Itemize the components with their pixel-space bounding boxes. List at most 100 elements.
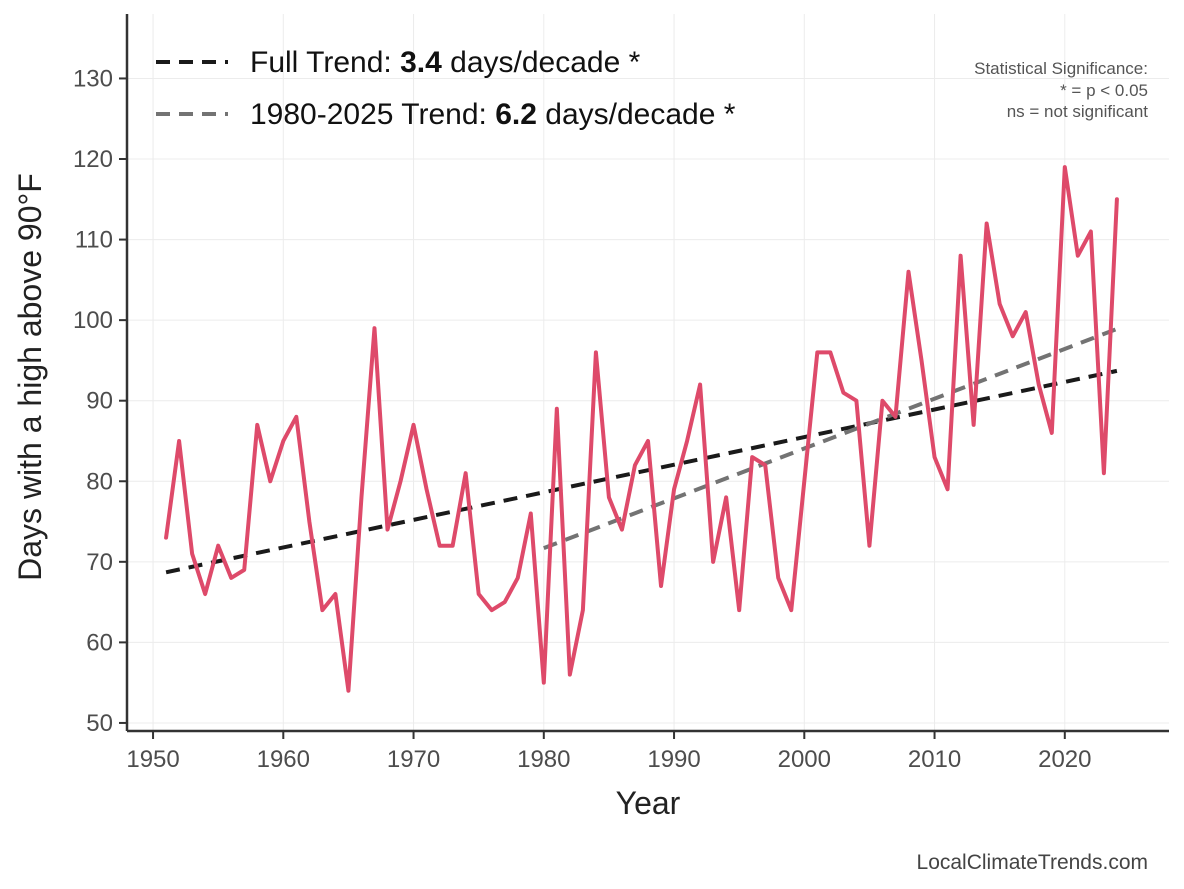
- data-point: [372, 326, 376, 330]
- data-point: [711, 560, 715, 564]
- data-point: [672, 487, 676, 491]
- y-tick-label: 50: [86, 710, 113, 737]
- data-point: [542, 681, 546, 685]
- data-point: [750, 455, 754, 459]
- data-point: [633, 463, 637, 467]
- data-point: [828, 350, 832, 354]
- data-point: [594, 350, 598, 354]
- data-point: [998, 302, 1002, 306]
- data-point: [177, 439, 181, 443]
- data-point: [880, 399, 884, 403]
- data-point: [815, 350, 819, 354]
- significance-note-line: Statistical Significance:: [974, 59, 1148, 78]
- trend-line-1980: [543, 327, 1118, 550]
- x-tick-label: 1980: [517, 746, 570, 773]
- data-point: [620, 528, 624, 532]
- data-point: [203, 592, 207, 596]
- data-point: [464, 471, 468, 475]
- data-point: [841, 391, 845, 395]
- significance-note-line: ns = not significant: [1007, 102, 1149, 121]
- data-point: [1011, 334, 1015, 338]
- legend-entry-1980-trend: 1980-2025 Trend: 6.2 days/decade *: [250, 98, 736, 131]
- data-point: [281, 439, 285, 443]
- data-point: [1050, 431, 1054, 435]
- data-point: [1024, 310, 1028, 314]
- x-tick-label: 2000: [778, 746, 831, 773]
- data-point: [933, 455, 937, 459]
- data-point: [386, 528, 389, 532]
- data-point: [946, 487, 950, 491]
- significance-note-line: * = p < 0.05: [1060, 81, 1148, 100]
- data-point: [216, 544, 220, 548]
- x-tick-label: 1970: [387, 746, 440, 773]
- series-line: [164, 165, 1119, 693]
- y-tick-label: 130: [73, 65, 113, 92]
- data-point: [555, 407, 559, 411]
- data-point: [425, 487, 429, 491]
- legend-slope: 6.2: [495, 98, 537, 131]
- data-point: [959, 254, 963, 258]
- data-series: [164, 165, 1119, 693]
- data-point: [685, 439, 689, 443]
- data-point: [568, 673, 572, 677]
- data-point: [346, 689, 350, 693]
- x-tick-label: 2010: [908, 746, 961, 773]
- y-tick-label: 100: [73, 307, 113, 334]
- data-point: [1037, 383, 1041, 387]
- data-point: [789, 608, 793, 612]
- data-point: [164, 536, 168, 540]
- data-point: [907, 270, 910, 274]
- data-point: [333, 592, 337, 596]
- data-point: [477, 592, 481, 596]
- data-point: [607, 495, 611, 499]
- y-tick-label: 120: [73, 146, 113, 173]
- data-point: [972, 423, 976, 427]
- data-point: [920, 358, 924, 362]
- data-point: [255, 423, 259, 427]
- data-point: [867, 544, 871, 548]
- y-tick-label: 90: [86, 388, 113, 415]
- legend-label: 1980-2025 Trend:: [250, 98, 487, 131]
- data-point: [802, 479, 806, 483]
- data-point: [516, 576, 520, 580]
- data-point: [529, 511, 533, 515]
- data-point: [1115, 197, 1119, 201]
- data-point: [659, 584, 663, 588]
- y-tick-label: 80: [86, 468, 113, 495]
- data-point: [307, 520, 311, 524]
- data-point: [229, 576, 233, 580]
- trend-lines: [165, 327, 1118, 575]
- data-point: [294, 415, 298, 419]
- y-tick-label: 70: [86, 549, 113, 576]
- legend-slope: 3.4: [400, 46, 442, 79]
- data-point: [320, 608, 324, 612]
- y-tick-label: 60: [86, 629, 113, 656]
- legend-entry-full-trend: Full Trend: 3.4 days/decade *: [250, 46, 641, 79]
- data-point: [763, 463, 767, 467]
- data-point: [503, 600, 507, 604]
- data-point: [1063, 165, 1067, 169]
- legend: Full Trend: 3.4 days/decade * 1980-2025 …: [156, 46, 736, 131]
- x-axis-ticks: 1950 1960 1970 1980 1990 2000 2010 2020: [126, 731, 1091, 773]
- data-point: [242, 568, 246, 572]
- data-point: [893, 415, 897, 419]
- legend-label: Full Trend:: [250, 46, 392, 79]
- data-point: [268, 479, 272, 483]
- data-point: [581, 608, 585, 612]
- data-point: [412, 423, 416, 427]
- data-point: [646, 439, 650, 443]
- data-point: [1102, 471, 1106, 475]
- data-point: [451, 544, 455, 548]
- data-point: [1076, 254, 1080, 258]
- data-point: [490, 608, 494, 612]
- x-tick-label: 1950: [126, 746, 179, 773]
- significance-note: Statistical Significance: * = p < 0.05 n…: [974, 59, 1148, 121]
- data-point: [190, 552, 194, 556]
- x-tick-label: 2020: [1038, 746, 1091, 773]
- y-axis-title: Days with a high above 90°F: [12, 173, 48, 581]
- grid: [127, 14, 1169, 731]
- legend-unit: days/decade *: [545, 98, 735, 131]
- axes: [125, 14, 1169, 733]
- y-tick-label: 110: [75, 227, 113, 254]
